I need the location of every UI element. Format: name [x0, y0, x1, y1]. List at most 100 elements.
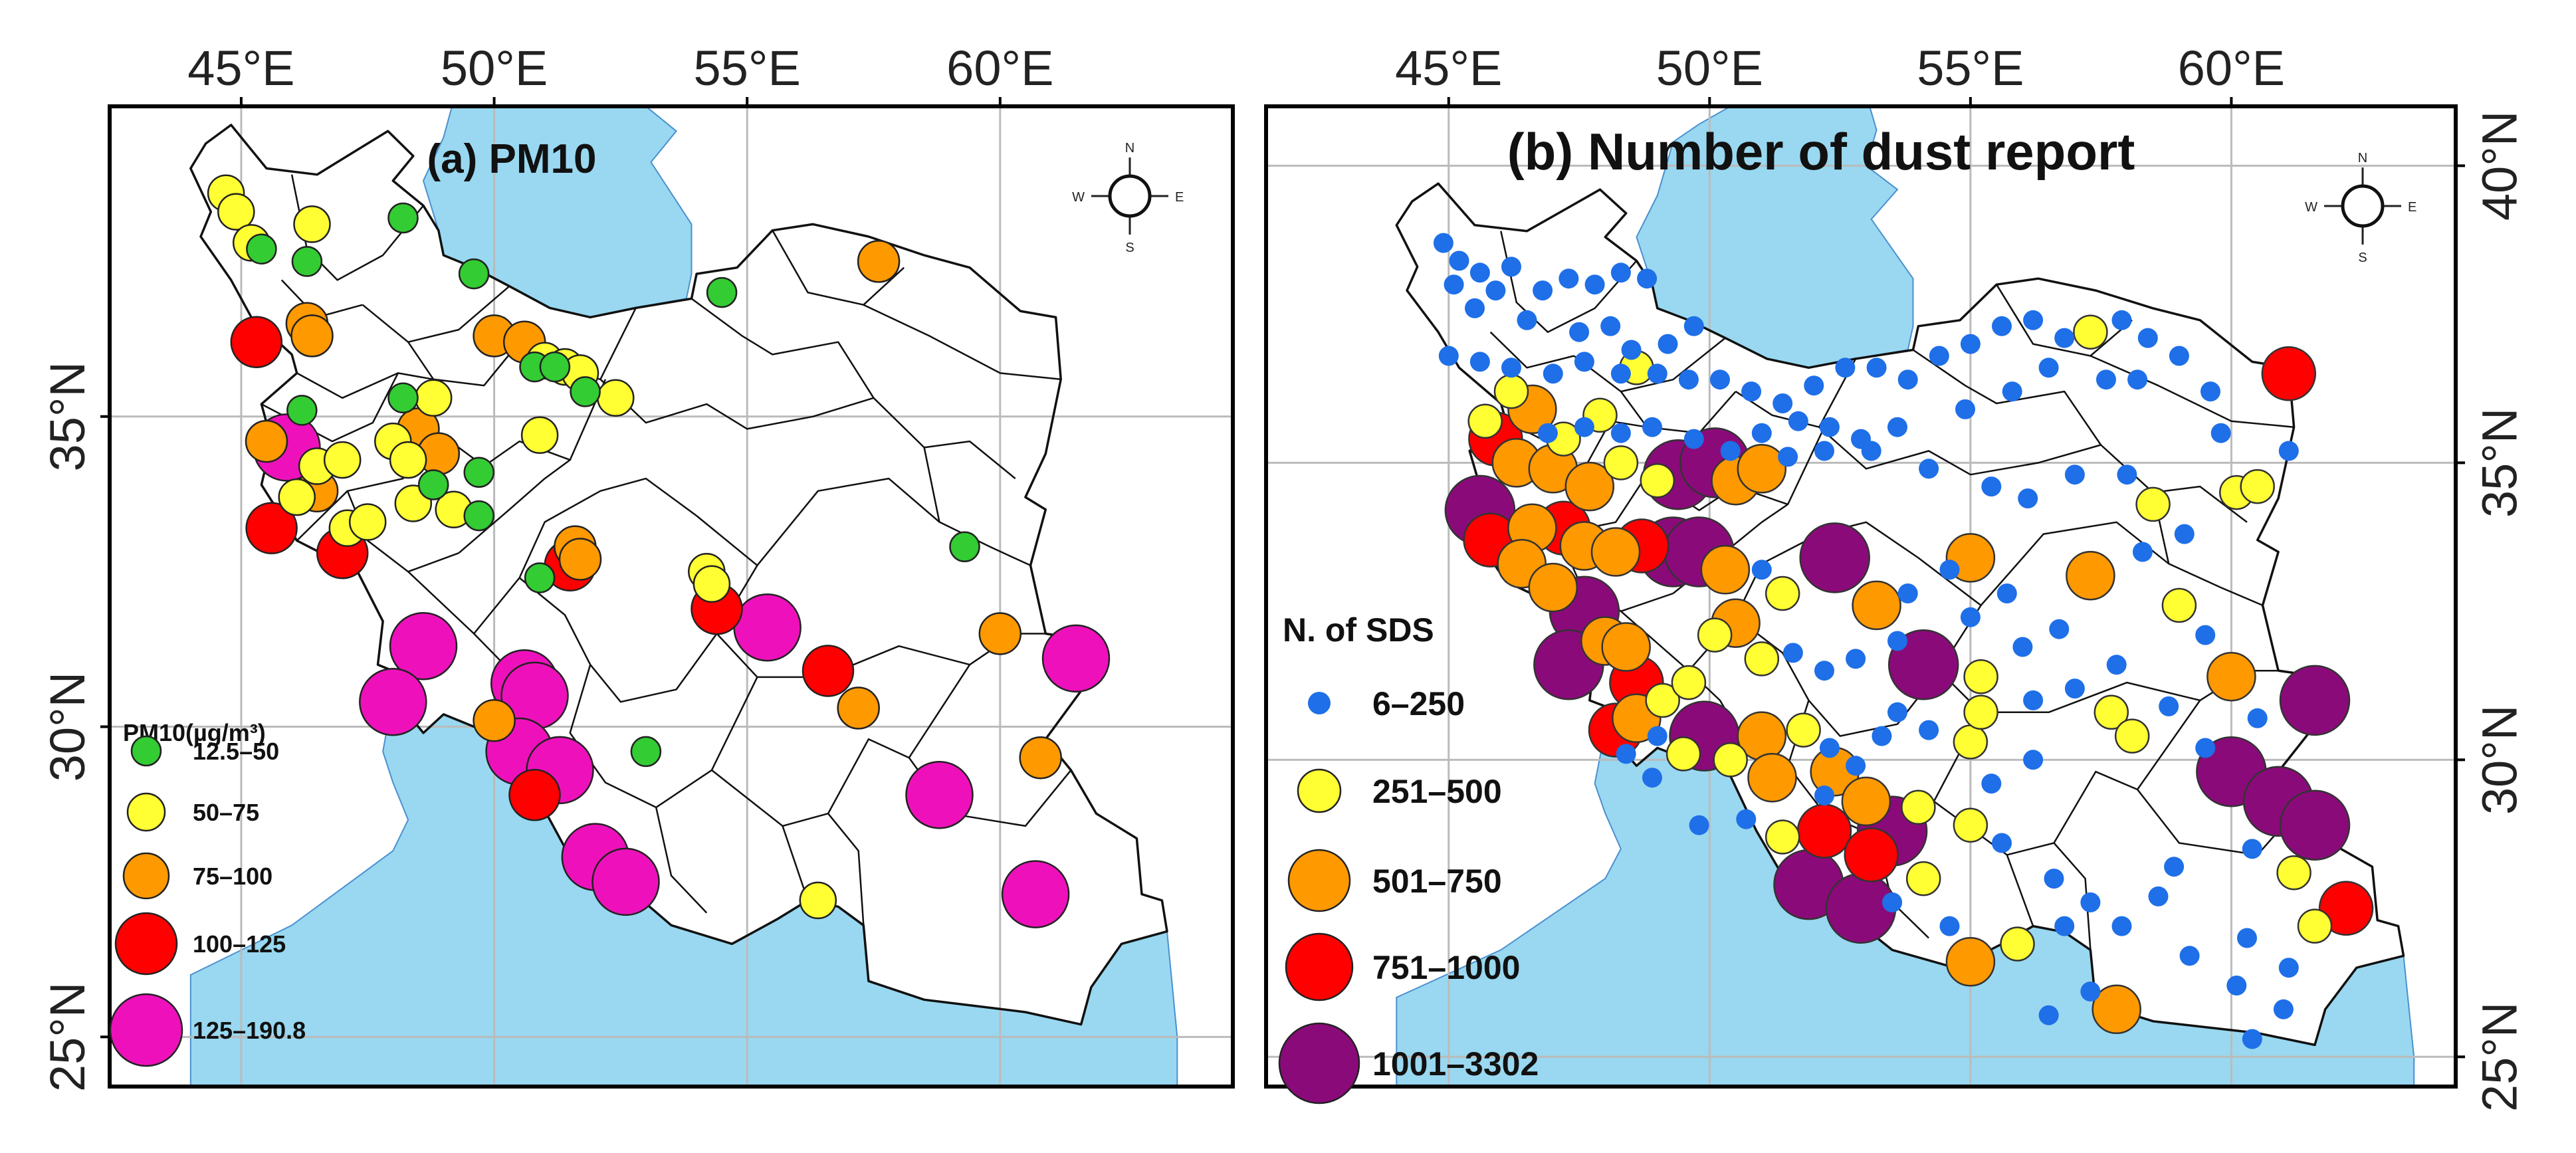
a-station-marker — [524, 562, 556, 593]
b-station-marker — [1953, 807, 1988, 843]
a-legend-label: 125–190.8 — [193, 1017, 306, 1044]
b-station-marker — [2111, 916, 2132, 936]
b-station-marker — [1844, 827, 1899, 883]
b-station-marker — [1929, 346, 1949, 366]
b-station-marker — [2117, 465, 2137, 485]
b-station-marker — [2174, 524, 2195, 544]
b-station-marker — [1642, 768, 1662, 788]
b-station-marker — [1996, 583, 2017, 603]
b-station-marker — [2200, 381, 2220, 402]
a-legend-label: 12.5–50 — [193, 738, 279, 765]
b-station-marker — [1600, 316, 1621, 336]
a-lon-tick-label: 55°E — [694, 41, 801, 96]
b-station-marker — [1647, 726, 1667, 746]
a-station-marker — [291, 246, 323, 277]
b-station-marker — [1747, 752, 1797, 803]
b-station-marker — [2106, 655, 2127, 675]
b-station-marker — [1574, 352, 1594, 372]
b-province-border — [1620, 391, 1737, 434]
b-station-marker — [1882, 892, 1903, 912]
b-province-border — [1818, 426, 2101, 476]
b-station-marker — [1671, 665, 1707, 700]
b-station-marker — [2012, 637, 2033, 657]
b-station-marker — [1710, 369, 1730, 390]
b-station-marker — [1590, 527, 1641, 577]
a-station-marker — [539, 351, 571, 383]
a-station-marker — [245, 502, 298, 555]
b-legend-swatch — [1285, 932, 1354, 1001]
a-province-border — [590, 633, 718, 703]
a-station-marker — [949, 531, 980, 563]
b-station-marker — [2000, 926, 2035, 962]
a-legend-swatch — [122, 852, 170, 900]
a-legend-swatch — [130, 735, 162, 767]
b-station-marker — [1846, 756, 1866, 776]
b-compass-label-n: N — [2358, 151, 2367, 165]
b-station-marker — [1861, 441, 1881, 461]
a-province-border — [655, 807, 708, 914]
a-station-marker — [857, 240, 901, 283]
b-province-border — [1912, 349, 2102, 446]
b-station-marker — [2247, 708, 2268, 728]
a-station-marker — [348, 503, 387, 541]
b-station-marker — [1528, 562, 1578, 613]
b-station-marker — [2148, 886, 2169, 906]
b-station-marker — [2127, 369, 2148, 390]
b-station-marker — [1981, 476, 2002, 497]
b-legend-label: 1001–3302 — [1372, 1045, 1539, 1083]
a-station-marker — [323, 441, 362, 479]
b-station-marker — [1444, 274, 1464, 295]
b-station-marker — [2195, 738, 2216, 758]
b-station-marker — [2278, 958, 2299, 978]
b-station-marker — [1621, 340, 1642, 360]
a-station-marker — [230, 316, 283, 368]
b-station-marker — [1640, 463, 1675, 498]
b-station-marker — [1963, 694, 1998, 730]
b-station-marker — [2080, 982, 2101, 1001]
b-station-marker — [1953, 724, 1988, 760]
b-station-marker — [1493, 373, 1529, 409]
b-station-marker — [1465, 298, 1485, 318]
b-station-marker — [1720, 441, 1741, 461]
b-province-border — [1996, 284, 2133, 357]
b-station-marker — [1433, 233, 1453, 253]
b-station-marker — [1782, 643, 1803, 663]
b-station-marker — [1697, 617, 1733, 653]
a-station-marker — [978, 612, 1022, 655]
b-station-marker — [2169, 346, 2189, 366]
a-station-marker — [591, 847, 660, 916]
a-compass-rose-icon: N S W E — [1072, 141, 1184, 255]
b-station-marker — [1796, 803, 1852, 859]
b-station-marker — [2159, 696, 2179, 716]
b-compass-label-s: S — [2358, 251, 2367, 265]
b-station-marker — [1778, 447, 1798, 467]
b-panel-title: (b) Number of dust report — [1507, 122, 2135, 181]
b-province-border — [2090, 355, 2294, 428]
a-province-border — [296, 372, 434, 399]
a-station-marker — [463, 500, 494, 532]
b-station-marker — [2242, 839, 2262, 859]
a-province-border — [772, 230, 905, 306]
a-station-marker — [597, 379, 635, 417]
b-province-border — [2006, 854, 2034, 927]
b-legend-label: 501–750 — [1372, 863, 1502, 900]
a-legend-label: 75–100 — [193, 863, 272, 890]
b-iran-land — [1396, 183, 2404, 1045]
a-panel-title: (a) PM10 — [427, 136, 597, 182]
b-station-marker — [1449, 251, 1469, 271]
b-station-marker — [1897, 583, 1918, 603]
b-station-marker — [2226, 976, 2247, 996]
b-station-marker — [2135, 486, 2171, 522]
b-station-marker — [1960, 607, 1981, 627]
b-station-marker — [1683, 429, 1704, 449]
b-station-marker — [1537, 423, 1558, 443]
b-station-marker — [1919, 459, 1939, 479]
b-lon-tick-label: 50°E — [1656, 41, 1763, 96]
b-station-marker — [1616, 744, 1636, 764]
b-station-marker — [1569, 322, 1590, 342]
a-station-marker — [1019, 736, 1062, 780]
b-station-marker — [1786, 712, 1821, 748]
b-station-marker — [1689, 815, 1709, 835]
b-station-marker — [2279, 789, 2351, 861]
